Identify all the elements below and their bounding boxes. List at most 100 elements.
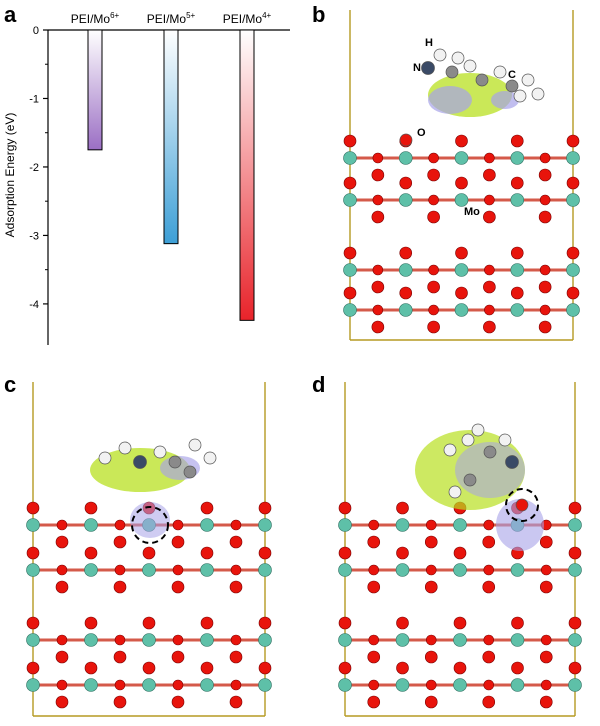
oxygen-atom [510, 246, 524, 260]
oxygen-atom [142, 661, 156, 675]
molybdenum-atom [398, 303, 413, 317]
atom-label-c: C [508, 69, 516, 81]
oxygen-atom [84, 546, 98, 560]
oxygen-atom [367, 650, 381, 664]
oxygen-atom [424, 580, 438, 594]
oxygen-atom [230, 519, 242, 531]
oxygen-atom [482, 580, 496, 594]
oxygen-atom [396, 501, 409, 515]
nitrogen-atom [133, 455, 147, 469]
oxygen-atom [568, 616, 582, 630]
oxygen-atom [172, 634, 184, 646]
hydrogen-atom [118, 441, 132, 455]
hydrogen-atom [513, 89, 527, 103]
hydrogen-atom [98, 451, 112, 465]
oxygen-atom [566, 246, 580, 260]
molybdenum-atom [510, 563, 525, 577]
molybdenum-atom [566, 303, 580, 317]
y-tick-label: -3 [29, 230, 39, 242]
oxygen-atom [172, 564, 184, 576]
oxygen-atom [171, 650, 185, 664]
molybdenum-atom [142, 633, 156, 647]
molybdenum-atom [142, 678, 156, 692]
structure-panel-c [26, 382, 272, 717]
category-label: PEI/Mo5+ [147, 11, 196, 26]
molybdenum-atom [454, 151, 469, 165]
oxygen-atom [539, 535, 553, 549]
panel-label-c: c [4, 372, 17, 397]
oxygen-atom [540, 634, 552, 646]
bar-3 [239, 29, 255, 321]
oxygen-atom [230, 634, 242, 646]
oxygen-atom [338, 616, 352, 630]
molybdenum-atom [142, 563, 156, 577]
hydrogen-atom [521, 73, 535, 87]
molybdenum-atom [510, 151, 525, 165]
carbon-atom [445, 65, 459, 79]
oxygen-atom [455, 246, 468, 260]
oxygen-atom [455, 176, 468, 190]
hydrogen-atom [493, 65, 507, 79]
panel-label-a: a [4, 2, 17, 27]
oxygen-atom [428, 304, 439, 316]
oxygen-atom [427, 168, 440, 182]
oxygen-atom [372, 304, 384, 316]
oxygen-atom [171, 580, 185, 594]
oxygen-atom [26, 546, 40, 560]
oxygen-atom [114, 519, 126, 531]
hydrogen-atom [203, 451, 217, 465]
molybdenum-atom [200, 563, 214, 577]
hydrogen-atom [443, 443, 457, 457]
oxygen-atom [425, 679, 437, 691]
molybdenum-atom [454, 263, 469, 277]
panel-label-b: b [312, 2, 326, 27]
oxygen-atom [200, 546, 214, 560]
molybdenum-atom [84, 678, 98, 692]
oxygen-atom [229, 580, 243, 594]
molybdenum-atom [510, 193, 525, 207]
adsorption-energy-chart: 0 -1 -2 -3 -4 PEI/Mo6+ PEI/Mo5+ PEI/Mo4+ Adsor… [3, 11, 290, 345]
oxygen-atom [55, 535, 69, 549]
molybdenum-atom [200, 518, 214, 532]
oxygen-atom [568, 501, 582, 515]
oxygen-atom [84, 616, 98, 630]
y-tick-label: 0 [33, 25, 39, 37]
oxygen-atom [338, 501, 352, 515]
oxygen-atom [425, 519, 437, 531]
oxygen-atom [540, 564, 552, 576]
molybdenum-atom [26, 678, 40, 692]
oxygen-atom [55, 650, 69, 664]
panel-label-d: d [312, 372, 326, 397]
oxygen-atom [539, 264, 551, 276]
molybdenum-atom [26, 633, 40, 647]
y-tick-label: -2 [29, 162, 39, 174]
y-tick-label: -4 [29, 299, 39, 311]
oxygen-atom [113, 695, 127, 709]
molybdenum-atom [566, 193, 580, 207]
oxygen-atom [56, 679, 68, 691]
oxygen-atom [396, 661, 409, 675]
oxygen-atom [399, 133, 413, 147]
oxygen-atom [171, 695, 185, 709]
oxygen-atom [258, 501, 272, 515]
oxygen-atom [538, 168, 552, 182]
nitrogen-atom [421, 61, 435, 75]
molybdenum-atom [568, 633, 582, 647]
oxygen-atom [229, 695, 243, 709]
oxygen-atom [338, 661, 352, 675]
oxygen-atom [425, 634, 437, 646]
oxygen-atom [343, 134, 357, 148]
oxygen-atom [483, 280, 496, 294]
molybdenum-atom [510, 633, 525, 647]
oxygen-atom [510, 176, 524, 190]
oxygen-atom [114, 564, 126, 576]
oxygen-atom [26, 661, 40, 675]
oxygen-atom [367, 580, 381, 594]
molybdenum-atom [398, 193, 413, 207]
molybdenum-atom [84, 633, 98, 647]
oxygen-atom [399, 246, 413, 260]
hydrogen-atom [531, 87, 545, 101]
molybdenum-atom [510, 678, 525, 692]
molybdenum-atom [84, 563, 98, 577]
molybdenum-atom [84, 518, 98, 532]
